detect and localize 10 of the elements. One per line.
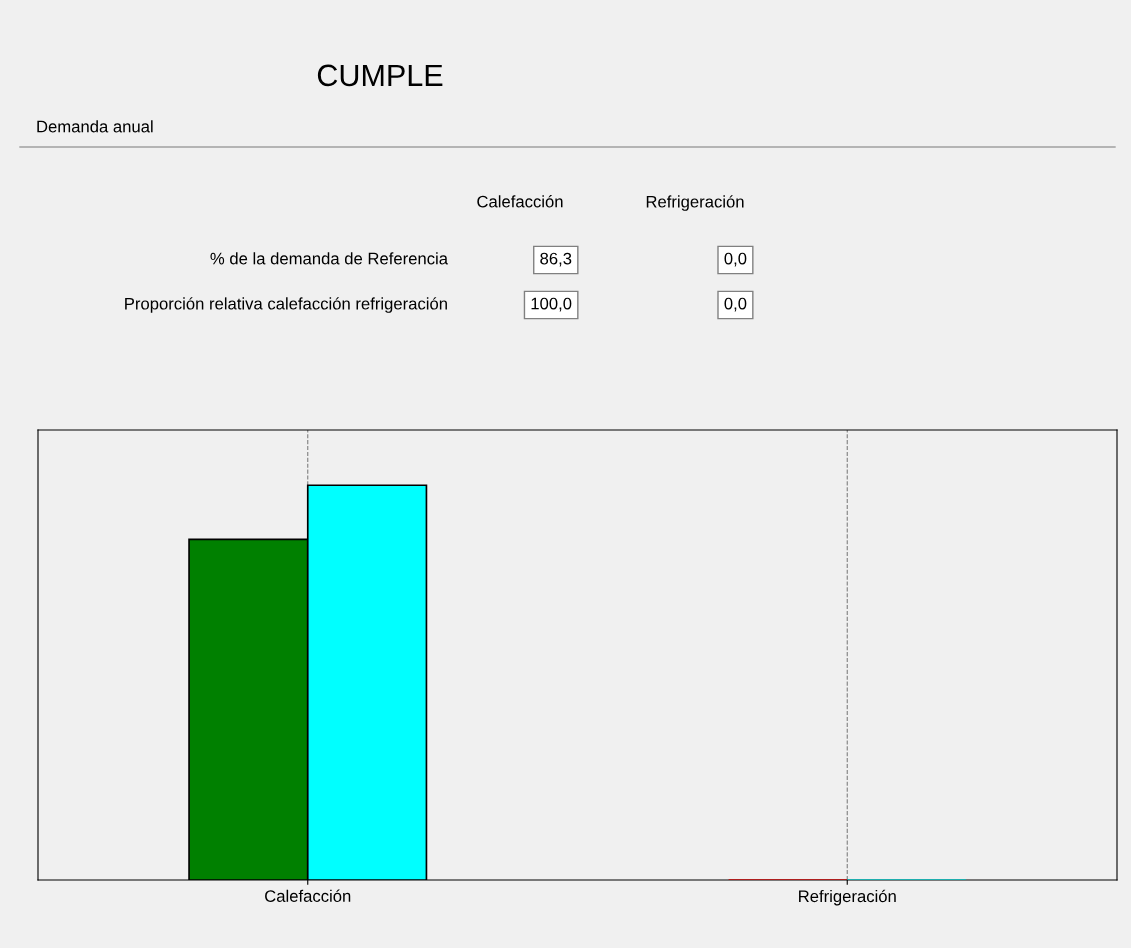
category-label: Refrigeración bbox=[646, 195, 744, 211]
text: % de la demanda de Referencia bbox=[210, 252, 449, 265]
data-label: 100,0 bbox=[531, 297, 572, 312]
chart-subtitle: Demanda anual bbox=[37, 120, 153, 133]
data-label: 0,0 bbox=[724, 297, 747, 312]
data-label: 0,0 bbox=[724, 252, 747, 267]
chart-title: CUMPLE bbox=[317, 64, 443, 87]
text: Proporción relativa calefacción refrigeración bbox=[125, 297, 447, 313]
category-label: Calefacción bbox=[477, 195, 563, 208]
data-label: 86,3 bbox=[540, 252, 572, 267]
